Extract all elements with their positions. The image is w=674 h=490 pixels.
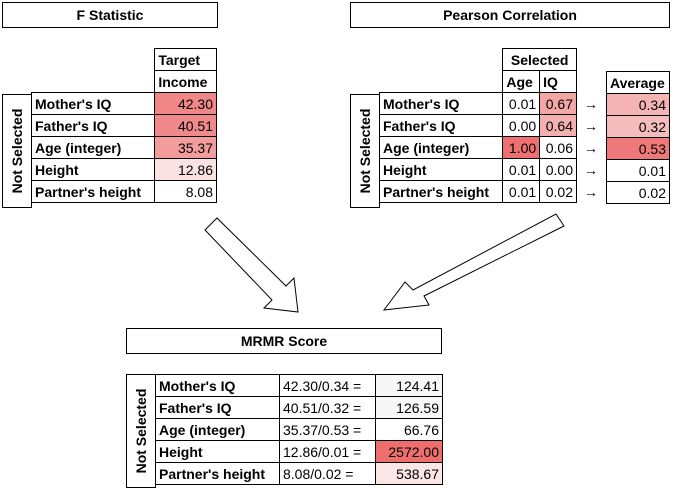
pearson-correlation-title: Pearson Correlation [350,2,670,28]
pearson-average-value: 0.02 [606,181,670,204]
pearson-row-label: Height [378,158,504,181]
arrow-f-to-mrmr [204,217,299,313]
table-row: Mother's IQ 42.30 [30,92,217,115]
f-statistic-table: Target Income Mother's IQ 42.30 Father's I… [30,48,217,203]
f-statistic-title: F Statistic [2,2,218,28]
pearson-average-table: Average 0.34 0.32 0.53 0.01 0.02 [606,71,670,204]
mrmr-score-value: 126.59 [375,396,443,419]
pearson-age-value: 0.01 [502,92,541,115]
mrmr-row-label: Height [155,440,280,463]
mrmr-score-value: 66.76 [375,418,443,441]
table-row: Partner's height 8.08 [30,180,217,203]
pearson-average-value: 0.01 [606,159,670,182]
mrmr-row-label: Age (integer) [155,418,280,441]
pearson-header-iq: IQ [539,70,577,93]
pearson-iq-value: 0.02 [539,180,577,203]
right-arrow-icon: → [584,96,598,112]
arrow-pearson-to-mrmr [382,213,565,311]
mrmr-table: Mother's IQ 42.30/0.34 = 124.41 Father's IQ… [155,374,443,485]
f-stat-value: 12.86 [154,158,217,181]
f-stat-value: 8.08 [154,180,217,203]
f-stat-row-label: Partner's height [30,180,156,203]
pearson-age-value: 0.01 [502,180,541,203]
pearson-row-label: Mother's IQ [378,92,504,115]
pearson-iq-value: 0.64 [539,114,577,137]
mrmr-formula: 40.51/0.32 = [279,396,376,419]
table-row: 0.34 [606,93,670,116]
pearson-average-value: 0.34 [606,93,670,116]
right-arrow-icon: → [584,162,598,178]
table-row: Mother's IQ 0.01 0.67 [378,92,577,115]
mrmr-formula: 42.30/0.34 = [279,374,376,397]
table-row: Height 0.01 0.00 [378,158,577,181]
right-arrow-icon: → [584,118,598,134]
f-stat-value: 35.37 [154,136,217,159]
table-row: 0.01 [606,159,670,182]
mrmr-score-value: 2572.00 [375,440,443,463]
mrmr-score-value: 124.41 [375,374,443,397]
table-row: Height 12.86 [30,158,217,181]
pearson-table: Selected Age IQ Mother's IQ 0.01 0.67 Fathe… [378,48,577,203]
f-stat-row-label: Father's IQ [30,114,156,137]
table-row: Father's IQ 40.51/0.32 = 126.59 [155,396,443,419]
mrmr-score-value: 538.67 [375,462,443,485]
pearson-header-selected: Selected [502,48,577,71]
table-row: Age (integer) 35.37 [30,136,217,159]
pearson-age-value: 0.01 [502,158,541,181]
pearson-iq-value: 0.67 [539,92,577,115]
table-row: Height 12.86/0.01 = 2572.00 [155,440,443,463]
table-row: Partner's height 8.08/0.02 = 538.67 [155,462,443,485]
pearson-row-label: Partner's height [378,180,504,203]
mrmr-row-label: Partner's height [155,462,280,485]
table-row: Partner's height 0.01 0.02 [378,180,577,203]
table-row: 0.02 [606,181,670,204]
pearson-average-value: 0.32 [606,115,670,138]
right-arrow-icon: → [584,140,598,156]
table-row: 0.32 [606,115,670,138]
mrmr-score-title: MRMR Score [126,328,442,354]
f-stat-row-label: Height [30,158,156,181]
right-arrow-icon: → [584,184,598,200]
table-row: Age (integer) 35.37/0.53 = 66.76 [155,418,443,441]
f-stat-value: 42.30 [154,92,217,115]
f-stat-row-label: Age (integer) [30,136,156,159]
